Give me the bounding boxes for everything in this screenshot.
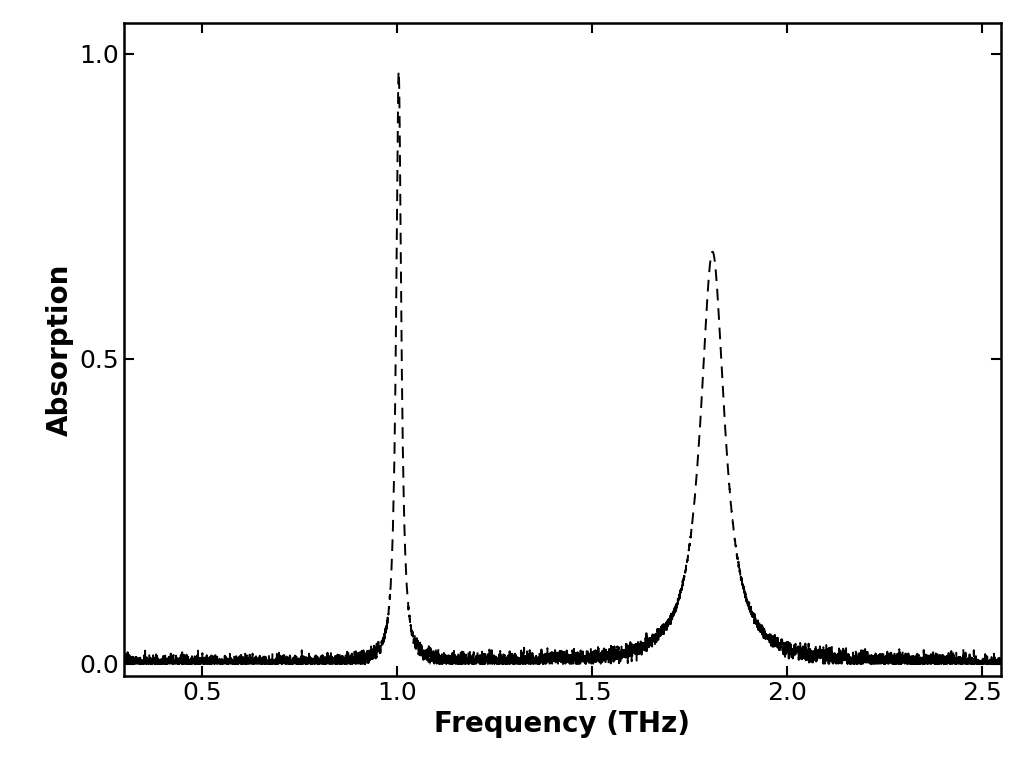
Y-axis label: Absorption: Absorption [45,263,73,435]
X-axis label: Frequency (THz): Frequency (THz) [434,710,690,738]
